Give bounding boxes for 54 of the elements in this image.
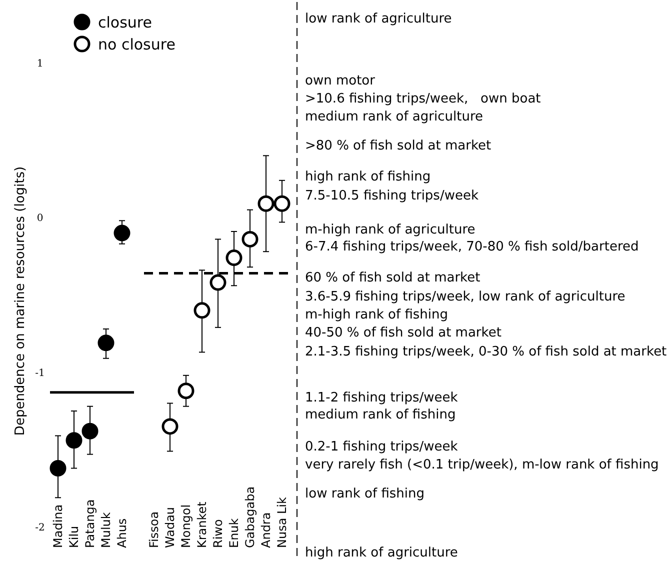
- text: very rarely fish (<0.1 trip/week), m-low rank of fishing: [305, 458, 659, 473]
- text: 3.6-5.9 fishing trips/week, low rank of agriculture: [305, 290, 626, 305]
- y-tick-label: 0: [36, 213, 44, 224]
- legend-label: no closure: [98, 35, 176, 54]
- point: [114, 224, 130, 242]
- x-tick-label: Madina: [51, 504, 65, 548]
- point: [98, 334, 114, 352]
- x-tick-label: Riwo: [211, 519, 225, 548]
- x-tick-label: Gabagaba: [243, 486, 257, 548]
- text: >80 % of fish sold at market: [305, 138, 492, 154]
- y-tick-label: 1: [36, 58, 44, 70]
- x-tick-label: Wadau: [163, 506, 177, 548]
- x-tick-label: Kranket: [195, 501, 209, 548]
- text: medium rank of fishing: [305, 408, 456, 423]
- y-tick-label: -1: [35, 368, 45, 379]
- text: 60 % of fish sold at market: [305, 270, 480, 286]
- point: [210, 274, 226, 291]
- point: [66, 432, 82, 449]
- point: [194, 302, 210, 319]
- point: [242, 230, 258, 248]
- text: high rank of fishing: [305, 170, 431, 185]
- point: [274, 195, 290, 212]
- y-tick-label: -2: [35, 522, 45, 534]
- x-tick-label: Kilu: [67, 526, 81, 548]
- text: m-high rank of agriculture: [305, 222, 476, 238]
- text: >10.6 fishing trips/week, own boat: [305, 92, 541, 107]
- x-tick-label: Muluk: [99, 512, 113, 548]
- text: 40-50 % of fish sold at market: [305, 326, 502, 341]
- x-tick-label: Enuk: [227, 518, 241, 548]
- x-tick-label: Ahus: [115, 518, 129, 548]
- x-tick-label: Patanga: [83, 499, 97, 548]
- point: [226, 250, 242, 266]
- x-tick-label: Nusa Lik: [275, 496, 289, 548]
- text: own motor: [305, 74, 376, 89]
- text: 2.1-3.5 fishing trips/week, 0-30 % of fish sold at market: [305, 344, 667, 360]
- x-tick-label: Fissoa: [147, 511, 161, 548]
- point: [178, 382, 194, 400]
- point: [50, 460, 66, 476]
- text: 7.5-10.5 fishing trips/week: [305, 188, 479, 204]
- point: [258, 195, 274, 212]
- text: low rank of fishing: [305, 486, 425, 502]
- text: medium rank of agriculture: [305, 110, 484, 125]
- legend-label: closure: [98, 13, 152, 32]
- text: m-high rank of fishing: [305, 308, 448, 323]
- x-tick-label: Mongol: [179, 504, 193, 548]
- text: low rank of agriculture: [305, 12, 452, 27]
- y-axis-title: Dependence on marine resources (logits): [13, 166, 28, 436]
- text: high rank of agriculture: [305, 546, 458, 561]
- point: [82, 422, 98, 440]
- x-tick-label: Andra: [259, 512, 273, 548]
- point: [162, 418, 178, 435]
- text: 6-7.4 fishing trips/week, 70-80 % fish sold/bartered: [305, 240, 639, 255]
- text: 0.2-1 fishing trips/week: [305, 440, 458, 455]
- text: 1.1-2 fishing trips/week: [305, 390, 458, 406]
